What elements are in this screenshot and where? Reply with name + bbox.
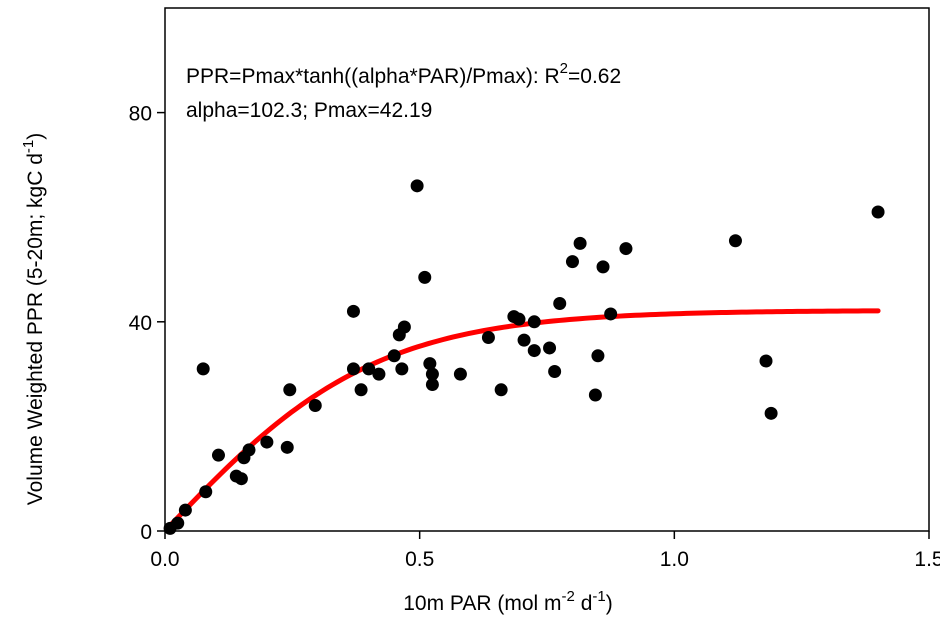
- data-point: [553, 296, 567, 310]
- data-point: [211, 448, 225, 462]
- data-point: [346, 304, 360, 318]
- data-point: [527, 315, 541, 329]
- data-point: [171, 516, 185, 530]
- data-point: [372, 367, 386, 381]
- fit-parameters-annotation: alpha=102.3; Pmax=42.19: [186, 99, 432, 122]
- data-point: [548, 364, 562, 378]
- data-point: [591, 349, 605, 363]
- data-point: [387, 349, 401, 363]
- x-tick-label: 1.0: [660, 548, 689, 571]
- x-tick-label: 1.5: [914, 548, 940, 571]
- data-point: [418, 270, 432, 284]
- data-point: [453, 367, 467, 381]
- data-point: [512, 312, 526, 326]
- data-point: [410, 179, 424, 193]
- y-tick-label: 0: [140, 521, 152, 544]
- data-point: [178, 503, 192, 517]
- data-point: [199, 485, 213, 499]
- data-points-layer: [163, 179, 885, 535]
- x-tick-label: 0.5: [405, 548, 434, 571]
- plot-frame: [164, 7, 930, 532]
- data-point: [425, 378, 439, 392]
- data-point: [234, 472, 248, 486]
- data-point: [604, 307, 618, 321]
- x-axis-title: 10m PAR (mol m-2 d-1): [403, 588, 613, 615]
- y-tick-label: 80: [129, 103, 152, 126]
- data-point: [517, 333, 531, 347]
- data-point: [543, 341, 557, 355]
- data-point: [619, 242, 633, 256]
- data-point: [308, 398, 322, 412]
- data-point: [346, 362, 360, 376]
- data-point: [728, 234, 742, 248]
- data-point: [588, 388, 602, 402]
- data-point: [423, 357, 437, 371]
- data-point: [527, 344, 541, 358]
- data-point: [196, 362, 210, 376]
- data-point: [573, 236, 587, 250]
- data-point: [494, 383, 508, 397]
- data-point: [242, 443, 256, 457]
- fit-equation-annotation: PPR=Pmax*tanh((alpha*PAR)/Pmax): R2=0.62: [186, 60, 621, 88]
- y-tick-label: 40: [129, 312, 152, 335]
- data-point: [596, 260, 610, 274]
- data-point: [397, 320, 411, 334]
- data-point: [481, 330, 495, 344]
- data-point: [871, 205, 885, 219]
- data-point: [280, 440, 294, 454]
- y-axis-title: Volume Weighted PPR (5-20m; kgC d-1): [20, 133, 47, 505]
- data-point: [425, 367, 439, 381]
- data-point: [260, 435, 274, 449]
- y-axis-ticks: 0 40 80: [129, 103, 165, 544]
- data-point: [565, 255, 579, 269]
- x-tick-label: 0.0: [150, 548, 179, 571]
- data-point: [354, 383, 368, 397]
- fit-curve-layer: [167, 308, 881, 529]
- data-point: [395, 362, 409, 376]
- data-point: [283, 383, 297, 397]
- fit-curve: [167, 308, 881, 529]
- data-point: [362, 362, 376, 376]
- x-axis-ticks: 0.0 0.5 1.0 1.5: [150, 531, 940, 571]
- data-point: [759, 354, 773, 368]
- data-point: [764, 406, 778, 420]
